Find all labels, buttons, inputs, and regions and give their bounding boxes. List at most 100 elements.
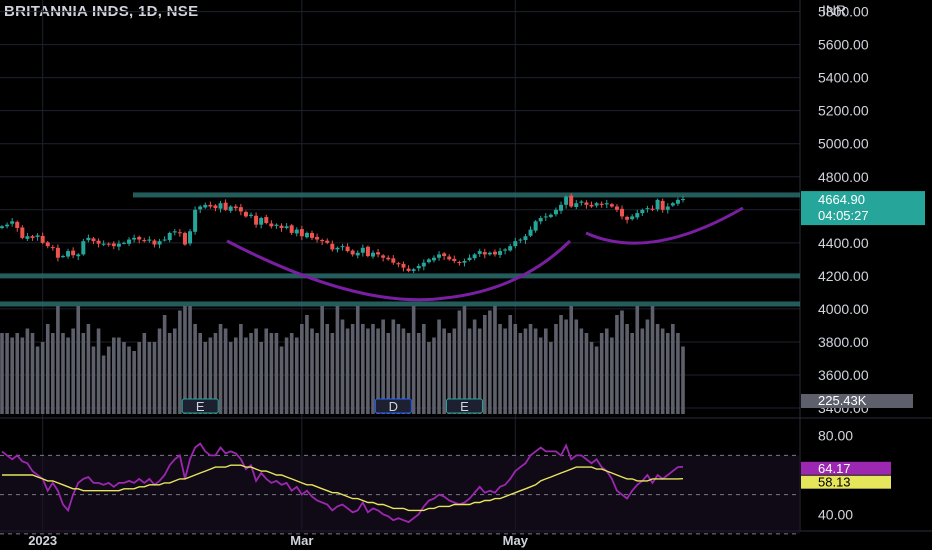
volume-bar <box>233 337 238 414</box>
rsi-tag <box>801 461 891 475</box>
volume-bar <box>330 333 335 414</box>
candle-body <box>0 226 4 228</box>
candle-body <box>609 204 614 207</box>
volume-bar <box>447 333 452 414</box>
candle-body <box>91 238 96 242</box>
candle-body <box>223 202 228 210</box>
candle-body <box>243 211 248 217</box>
price-tick-label: 5600.00 <box>818 37 869 53</box>
currency-label: INR <box>822 2 846 18</box>
volume-bar <box>411 306 416 414</box>
horizontal-levels <box>0 192 800 307</box>
volume-bar <box>20 337 25 414</box>
candle-body <box>645 208 650 210</box>
candle-body <box>518 239 523 241</box>
candle-body <box>442 253 447 257</box>
volume-bar <box>533 328 538 414</box>
volume-bar <box>427 342 431 414</box>
volume-bar <box>35 346 40 414</box>
candle-body <box>457 262 462 264</box>
volume-bar <box>538 337 543 414</box>
candle-body <box>203 204 208 208</box>
volume-bar <box>366 328 370 414</box>
candle-body <box>162 239 167 241</box>
candle-body <box>437 254 442 258</box>
candle-body <box>60 256 65 258</box>
candle-body <box>310 232 315 238</box>
candle-body <box>279 225 284 228</box>
candle-body <box>264 217 269 224</box>
volume-bar <box>589 342 594 414</box>
candle-body <box>360 247 365 253</box>
candle-body <box>614 206 619 210</box>
candle-body <box>655 199 660 210</box>
volume-bar <box>422 324 426 414</box>
volume-bar <box>493 306 497 414</box>
volume-bar <box>294 337 299 414</box>
volume-bar <box>554 324 558 414</box>
candle-body <box>142 240 147 242</box>
candle-body <box>111 243 116 247</box>
candle-body <box>426 259 431 263</box>
candle-body <box>259 218 264 225</box>
volume-bar <box>132 351 136 414</box>
volume-bar <box>188 306 192 414</box>
price-tick-label: 5000.00 <box>818 136 869 152</box>
candle-body <box>452 258 457 262</box>
candle-body <box>269 223 274 227</box>
candle-body <box>167 232 172 241</box>
rsi-ma-line <box>2 464 684 512</box>
candle-body <box>193 209 198 232</box>
volume-bar <box>172 328 177 414</box>
candle-body <box>116 243 121 247</box>
candle-body <box>208 204 213 207</box>
level-line-2 <box>0 301 800 307</box>
volume-bars <box>0 306 685 414</box>
volume-bar <box>254 328 258 414</box>
cup-curve-left <box>226 239 572 302</box>
candle-body <box>498 251 503 255</box>
candle-body <box>15 221 20 228</box>
event-marker-2 <box>445 398 483 414</box>
candle-body <box>218 203 223 209</box>
volume-bar <box>284 337 289 414</box>
volume-bar <box>477 328 482 414</box>
volume-bar <box>223 328 228 414</box>
volume-bar <box>147 342 152 414</box>
volume-bar <box>676 333 680 414</box>
candle-body <box>472 254 477 259</box>
volume-bar <box>615 315 619 414</box>
volume-bar <box>112 337 116 414</box>
candle-body <box>20 227 25 238</box>
candle-body <box>564 196 569 205</box>
candle-body <box>177 232 182 234</box>
volume-bar <box>269 333 274 414</box>
candle-body <box>467 257 472 261</box>
candle-body <box>45 242 50 247</box>
volume-bar <box>655 324 660 414</box>
candle-body <box>289 225 294 233</box>
candle-body <box>370 252 375 257</box>
cup-pattern <box>226 206 744 302</box>
volume-bar <box>91 346 96 414</box>
candle-body <box>401 263 406 268</box>
candles <box>0 193 685 274</box>
candle-body <box>533 221 538 231</box>
cup-curve-right <box>585 206 744 245</box>
volume-bar <box>462 306 467 414</box>
candle-body <box>503 249 508 251</box>
volume-bar <box>645 319 650 414</box>
candle-body <box>396 263 401 265</box>
candle-body <box>30 236 35 238</box>
price-tick-label: 5200.00 <box>818 103 869 119</box>
volume-bar <box>523 328 528 414</box>
volume-bar <box>437 319 441 414</box>
volume-bar <box>289 333 294 414</box>
volume-bar <box>498 324 502 414</box>
volume-tag <box>801 394 913 408</box>
volume-bar <box>650 306 655 414</box>
volume-bar <box>355 306 360 414</box>
candle-body <box>81 241 86 255</box>
